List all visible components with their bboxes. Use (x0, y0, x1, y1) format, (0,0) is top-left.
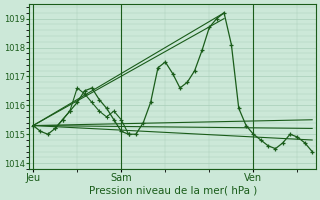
X-axis label: Pression niveau de la mer( hPa ): Pression niveau de la mer( hPa ) (89, 186, 257, 196)
